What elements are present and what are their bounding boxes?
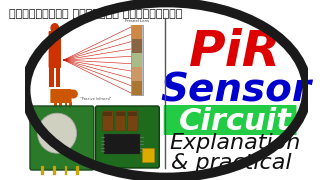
Ellipse shape — [50, 23, 59, 33]
Text: Circuit: Circuit — [179, 107, 292, 136]
Ellipse shape — [37, 113, 76, 153]
Bar — [56, 67, 60, 87]
Bar — [103, 112, 112, 116]
FancyBboxPatch shape — [127, 111, 138, 131]
FancyBboxPatch shape — [50, 89, 72, 103]
Bar — [76, 166, 79, 175]
Bar — [65, 166, 67, 175]
FancyBboxPatch shape — [30, 106, 94, 170]
Bar — [128, 112, 137, 116]
Bar — [132, 81, 142, 94]
Bar — [41, 166, 44, 175]
Text: Sensor: Sensor — [160, 71, 311, 109]
Bar — [132, 53, 142, 66]
Text: PiR: PiR — [189, 28, 282, 76]
Bar — [132, 25, 142, 39]
Bar — [54, 102, 57, 109]
Bar — [50, 67, 54, 87]
Bar — [65, 102, 67, 109]
Bar — [116, 112, 125, 116]
Text: Fresnel Lens: Fresnel Lens — [125, 19, 149, 23]
Bar — [132, 67, 142, 80]
Ellipse shape — [69, 89, 78, 98]
Bar — [53, 166, 56, 175]
Bar — [131, 25, 143, 95]
Text: "Passive Infrared": "Passive Infrared" — [80, 97, 111, 101]
Bar — [104, 134, 140, 154]
Text: & practical: & practical — [171, 153, 291, 173]
Text: நீங்களும் சர்வீஸ் செய்யலாம்: நீங்களும் சர்வீஸ் செய்யலாம் — [9, 9, 182, 19]
FancyBboxPatch shape — [49, 31, 61, 68]
FancyBboxPatch shape — [96, 106, 159, 168]
Bar — [132, 39, 142, 53]
FancyBboxPatch shape — [115, 111, 126, 131]
Bar — [141, 148, 154, 162]
FancyBboxPatch shape — [103, 111, 113, 131]
Bar — [59, 102, 62, 109]
Text: Explanation: Explanation — [170, 133, 301, 153]
Bar — [69, 102, 72, 109]
FancyBboxPatch shape — [164, 105, 297, 135]
